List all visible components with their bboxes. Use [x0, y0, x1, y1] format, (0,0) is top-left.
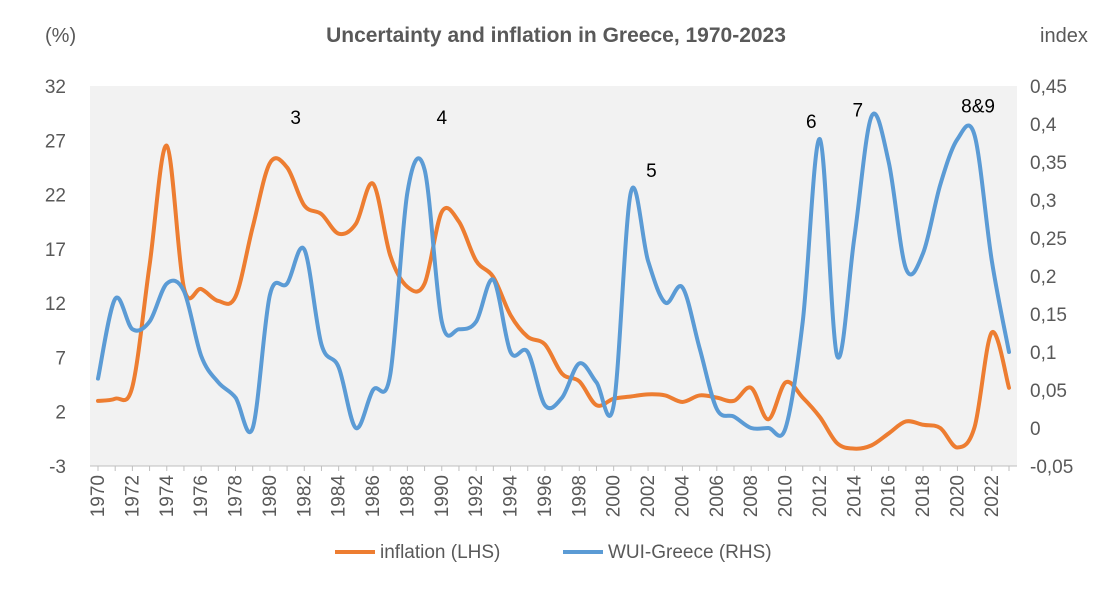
left-tick-label: 7	[55, 348, 66, 369]
x-tick-label: 1988	[397, 475, 418, 517]
legend: inflation (LHS) WUI-Greece (RHS)	[335, 542, 772, 563]
x-tick-label: 2006	[707, 475, 728, 517]
x-tick-label: 2016	[879, 475, 900, 517]
legend-label: WUI-Greece (RHS)	[608, 542, 772, 563]
x-tick-label: 2012	[810, 475, 831, 517]
chart-title: Uncertainty and inflation in Greece, 197…	[326, 24, 786, 47]
x-tick-label: 1984	[329, 475, 350, 518]
x-tick-label: 2002	[638, 475, 659, 517]
x-tick-label: 2022	[982, 475, 1003, 517]
left-tick-label: -3	[49, 457, 66, 478]
legend-label: inflation (LHS)	[380, 542, 500, 563]
annotation-label: 7	[852, 100, 863, 121]
x-tick-label: 1996	[535, 475, 556, 517]
annotation-label: 6	[806, 112, 817, 133]
left-tick-label: 2	[55, 403, 66, 424]
x-tick-label: 2004	[672, 475, 693, 518]
right-tick-label: 0	[1030, 419, 1041, 440]
annotation-label: 4	[436, 108, 447, 129]
x-tick-label: 2010	[776, 475, 797, 517]
right-tick-label: 0,15	[1030, 305, 1067, 326]
x-tick-label: 1992	[466, 475, 487, 517]
annotation-label: 3	[290, 108, 301, 129]
x-tick-label: 1972	[122, 475, 143, 517]
x-tick-label: 2000	[604, 475, 625, 517]
left-tick-label: 12	[45, 294, 66, 315]
right-tick-label: 0,05	[1030, 381, 1067, 402]
left-axis: 32 27 22 17 12 7 2 -3	[45, 77, 66, 478]
annotation-label: 5	[646, 161, 657, 182]
x-axis: 1970 1972 1974 1976 1978 1980 1982 1984 1986 1988…	[88, 465, 1017, 518]
x-tick-label: 1976	[191, 475, 212, 517]
left-tick-label: 27	[45, 131, 66, 152]
right-tick-label: 0,1	[1030, 343, 1056, 364]
x-tick-label: 1970	[88, 475, 109, 517]
x-tick-label: 1986	[363, 475, 384, 517]
x-tick-label: 2014	[844, 475, 865, 518]
x-tick-label: 2018	[913, 475, 934, 517]
right-tick-label: 0,2	[1030, 267, 1056, 288]
right-tick-label: 0,45	[1030, 77, 1067, 98]
right-tick-label: -0,05	[1030, 457, 1073, 478]
x-tick-label: 1998	[569, 475, 590, 517]
plot-area	[90, 86, 1017, 466]
left-axis-unit: (%)	[45, 25, 76, 47]
right-axis: 0,45 0,4 0,35 0,3 0,25 0,2 0,15 0,1 0,05 0 -0,05	[1030, 77, 1073, 478]
x-tick-label: 1980	[260, 475, 281, 517]
right-tick-label: 0,3	[1030, 191, 1056, 212]
right-axis-unit: index	[1040, 25, 1088, 47]
annotation-label: 8&9	[961, 97, 995, 118]
series-line-0	[96, 143, 1011, 451]
x-tick-label: 1990	[432, 475, 453, 517]
x-tick-label: 2020	[947, 475, 968, 517]
left-tick-label: 32	[45, 77, 66, 98]
annotation-layer: 3 4 5 6 7 8&9	[290, 97, 995, 183]
series-layer	[96, 111, 1011, 451]
series-line-1	[96, 111, 1011, 438]
x-tick-label: 2008	[741, 475, 762, 517]
x-tick-label: 1978	[226, 475, 247, 517]
right-tick-label: 0,25	[1030, 229, 1067, 250]
right-tick-label: 0,4	[1030, 115, 1057, 136]
left-tick-label: 17	[45, 240, 66, 261]
left-tick-label: 22	[45, 186, 66, 207]
x-tick-label: 1994	[501, 475, 522, 518]
x-tick-label: 1982	[294, 475, 315, 517]
x-tick-label: 1974	[157, 475, 178, 518]
right-tick-label: 0,35	[1030, 153, 1067, 174]
